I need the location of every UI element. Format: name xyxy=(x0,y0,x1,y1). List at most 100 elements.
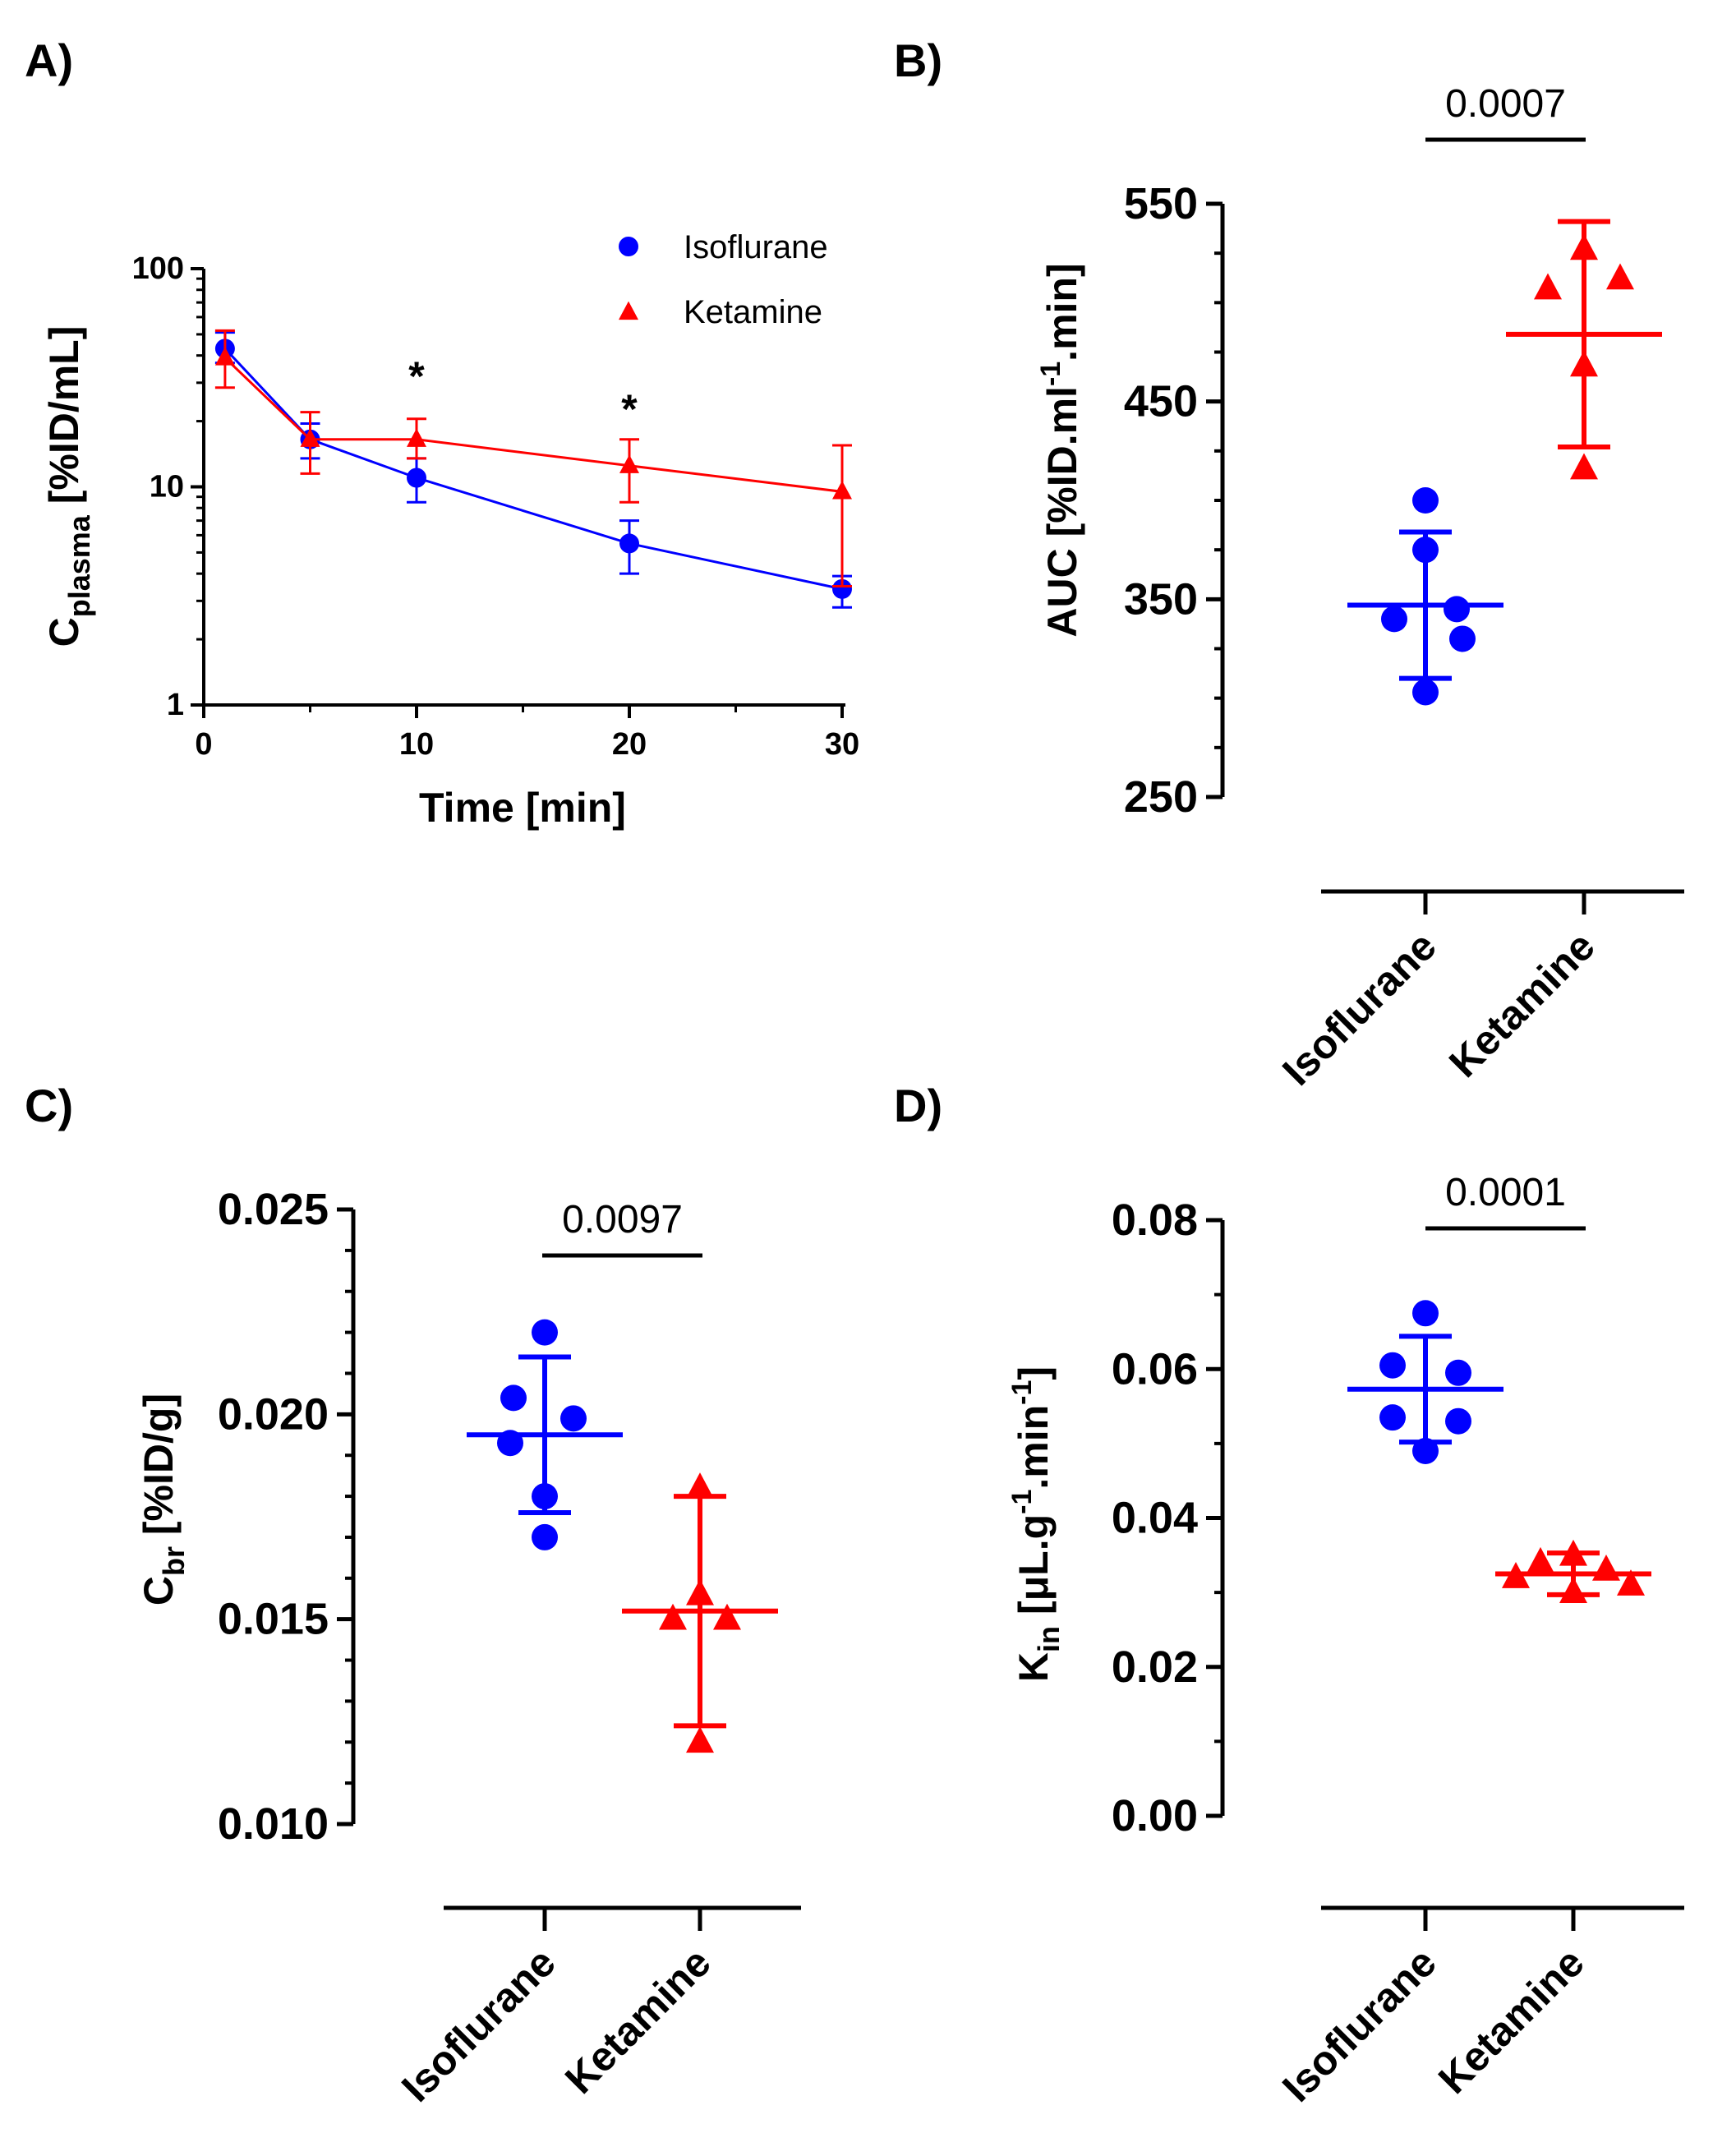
data-point xyxy=(407,428,426,447)
y-tick-label: 0.025 xyxy=(218,1185,329,1234)
group-ketamine xyxy=(622,1472,778,1753)
panel-d: D) 0.00 0.02 0.04 0.06 0.08 IsofluraneKetamine… xyxy=(894,1080,1684,2111)
y-label-part: ] xyxy=(1011,1366,1057,1380)
y-tick-label: 0.015 xyxy=(218,1595,329,1644)
y-label-sub: plasma xyxy=(62,514,96,617)
group-isoflurane xyxy=(1347,487,1503,706)
y-tick-label: 0.02 xyxy=(1112,1642,1198,1692)
legend-label-isoflurane: Isoflurane xyxy=(684,229,828,265)
data-point xyxy=(532,1319,558,1346)
data-point xyxy=(832,481,852,500)
x-tick-label: 30 xyxy=(825,727,859,762)
legend-a: Isoflurane Ketamine xyxy=(619,229,828,330)
data-point xyxy=(1412,1300,1439,1327)
legend-marker-ketamine xyxy=(619,301,638,320)
y-label-part: C xyxy=(136,1576,182,1605)
group-ketamine xyxy=(1506,219,1662,480)
y-tick-label: 250 xyxy=(1124,772,1198,822)
y-axis-label-a: Cplasma [%ID/mL] xyxy=(41,326,96,647)
y-tick-label: 10 xyxy=(150,470,184,504)
data-point xyxy=(686,1726,714,1753)
data-point xyxy=(659,1603,687,1630)
series-ketamine xyxy=(214,329,852,588)
y-label-part: .min] xyxy=(1039,263,1085,361)
group-isoflurane xyxy=(467,1319,623,1550)
legend-label-ketamine: Ketamine xyxy=(684,294,822,330)
data-point xyxy=(1534,273,1562,300)
p-value-label: 0.0001 xyxy=(1445,1171,1566,1214)
x-tick-label: 20 xyxy=(612,727,647,762)
data-point xyxy=(500,1384,527,1412)
group-isoflurane xyxy=(1347,1300,1503,1464)
data-point xyxy=(1412,487,1439,514)
y-tick-label: 0.04 xyxy=(1112,1494,1198,1543)
data-point xyxy=(300,428,320,447)
panel-label-c: C) xyxy=(25,1080,73,1131)
data-point xyxy=(407,468,426,488)
data-point xyxy=(1445,1359,1471,1386)
data-point xyxy=(1592,1554,1620,1581)
y-tick-label: 350 xyxy=(1124,574,1198,624)
data-point xyxy=(1570,453,1598,480)
p-value-label: 0.0007 xyxy=(1445,82,1566,126)
data-point xyxy=(1449,625,1476,652)
data-point xyxy=(832,578,852,599)
y-tick-label: 550 xyxy=(1124,179,1198,228)
y-axis-label-d: Kin [μL.g-1.min-1] xyxy=(1006,1366,1066,1682)
y-tick-label: 0.08 xyxy=(1112,1195,1198,1245)
data-point xyxy=(686,1472,714,1499)
data-point xyxy=(1444,596,1470,623)
y-label-part: [%ID/g] xyxy=(136,1394,182,1546)
y-label-part: .min xyxy=(1011,1405,1057,1490)
y-tick-label: 0.020 xyxy=(218,1389,329,1439)
panel-c: C) 0.010 0.015 0.020 0.025 IsofluraneKetamine… xyxy=(25,1080,801,2111)
y-label-part: -1 xyxy=(1006,1490,1038,1514)
data-point xyxy=(214,347,235,366)
y-tick-label: 450 xyxy=(1124,377,1198,426)
y-axis-label-c: Cbr [%ID/g] xyxy=(136,1394,191,1605)
y-tick-label: 1 xyxy=(167,688,184,722)
data-point xyxy=(1445,1407,1471,1435)
p-value-label: 0.0097 xyxy=(562,1198,683,1242)
data-point xyxy=(1379,1352,1406,1379)
y-label-part: in xyxy=(1032,1626,1066,1652)
data-point xyxy=(619,533,639,554)
data-point xyxy=(1606,263,1634,290)
category-label: Isoflurane xyxy=(393,1939,564,2111)
legend-marker-isoflurane xyxy=(619,237,638,256)
data-point xyxy=(1412,679,1439,706)
x-tick-label: 0 xyxy=(195,727,212,762)
data-point xyxy=(1527,1546,1554,1573)
significance-star: * xyxy=(621,386,638,432)
panel-label-b: B) xyxy=(894,35,942,86)
data-point xyxy=(560,1405,587,1432)
data-point xyxy=(713,1603,741,1630)
significance-star: * xyxy=(408,353,425,399)
y-label-tail: [%ID/mL] xyxy=(41,326,87,516)
data-point xyxy=(1381,606,1407,633)
data-point xyxy=(1379,1404,1406,1431)
y-label-part: br xyxy=(157,1546,191,1576)
x-axis-label-a: Time [min] xyxy=(419,785,626,831)
category-label: Isoflurane xyxy=(1273,923,1445,1094)
y-label-part: AUC [%ID.ml xyxy=(1039,386,1085,638)
category-label: Isoflurane xyxy=(1273,1939,1445,2111)
y-label-part: -1 xyxy=(1035,362,1066,386)
data-point xyxy=(619,454,639,473)
category-label: Ketamine xyxy=(1430,1939,1593,2103)
panel-a: A) 1 10 100 0 10 20 30 Time [min] Cplasma [%ID/mL… xyxy=(25,35,859,831)
panel-label-a: A) xyxy=(25,35,73,86)
panel-label-d: D) xyxy=(894,1080,942,1131)
series-line xyxy=(223,348,843,591)
data-point xyxy=(1617,1569,1645,1596)
y-axis-label-b: AUC [%ID.ml-1.min] xyxy=(1035,263,1085,637)
y-tick-label: 0.00 xyxy=(1112,1791,1198,1840)
x-tick-label: 10 xyxy=(399,727,434,762)
category-label: Ketamine xyxy=(1440,923,1604,1086)
data-point xyxy=(532,1523,558,1550)
y-tick-label: 0.010 xyxy=(218,1799,329,1849)
y-tick-label: 0.06 xyxy=(1112,1344,1198,1394)
y-label-part: [μL.g xyxy=(1011,1514,1057,1626)
group-ketamine xyxy=(1495,1539,1651,1603)
